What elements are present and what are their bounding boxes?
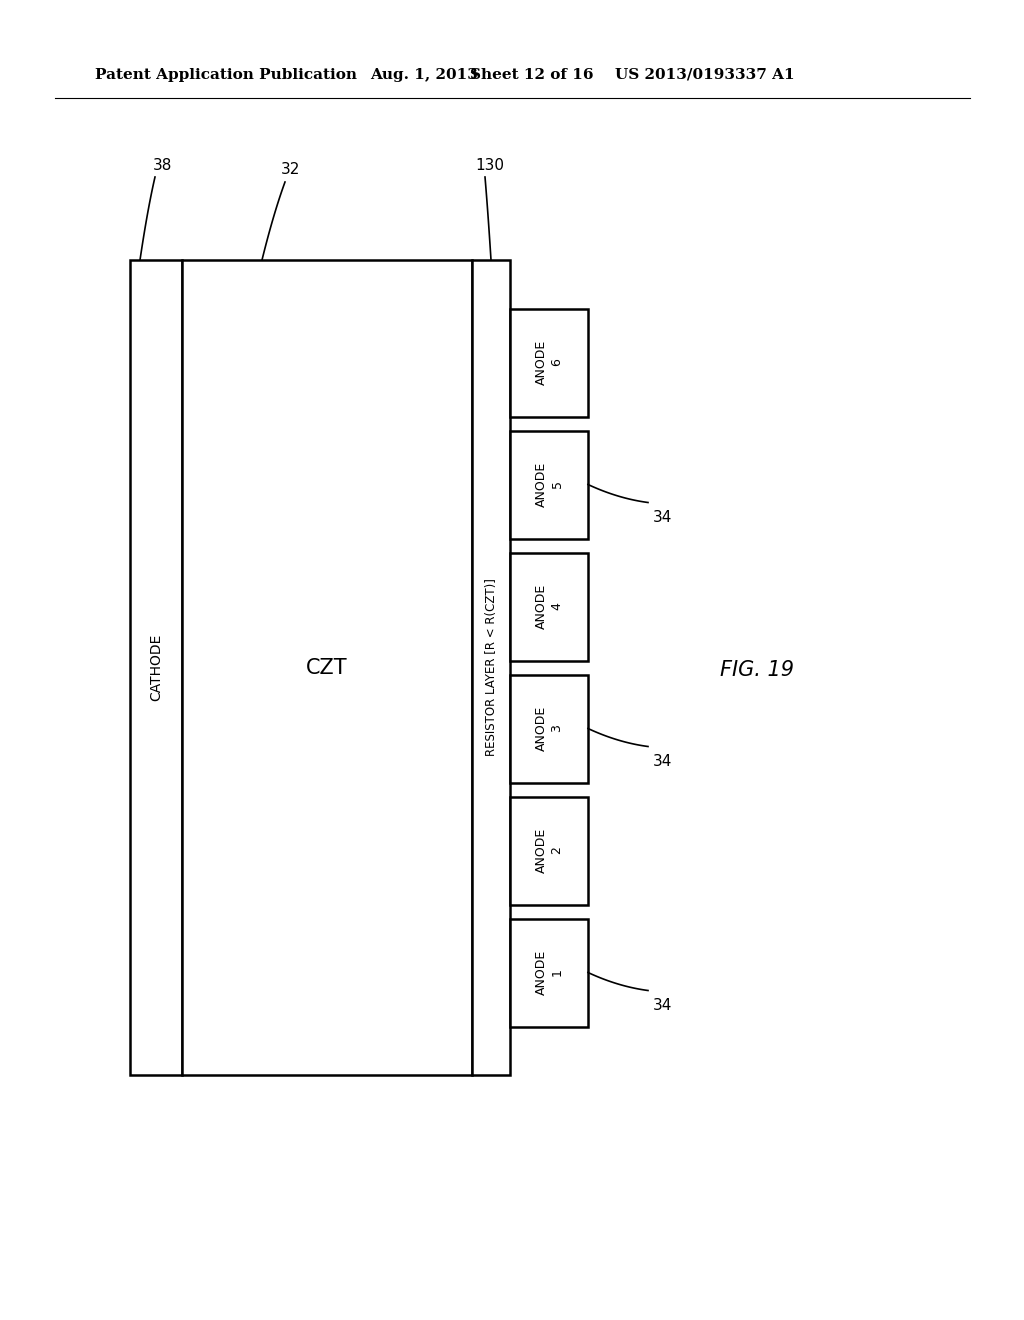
Text: ANODE
3: ANODE 3: [535, 706, 563, 751]
Text: ANODE
2: ANODE 2: [535, 828, 563, 873]
Bar: [182, 260, 472, 1074]
Bar: [510, 309, 588, 417]
Bar: [510, 796, 588, 904]
Text: US 2013/0193337 A1: US 2013/0193337 A1: [615, 69, 795, 82]
Bar: [510, 675, 588, 783]
Text: Sheet 12 of 16: Sheet 12 of 16: [470, 69, 594, 82]
Text: 34: 34: [653, 754, 673, 770]
Bar: [472, 260, 510, 1074]
Text: 130: 130: [475, 157, 505, 173]
Text: ANODE
5: ANODE 5: [535, 462, 563, 507]
Text: 32: 32: [281, 162, 300, 177]
Bar: [510, 430, 588, 539]
Bar: [510, 553, 588, 660]
Text: Patent Application Publication: Patent Application Publication: [95, 69, 357, 82]
Text: ANODE
6: ANODE 6: [535, 339, 563, 385]
Text: ANODE
4: ANODE 4: [535, 583, 563, 630]
Text: CZT: CZT: [306, 657, 348, 677]
Text: FIG. 19: FIG. 19: [720, 660, 794, 680]
Text: 34: 34: [653, 998, 673, 1012]
Bar: [510, 919, 588, 1027]
Text: ANODE
1: ANODE 1: [535, 950, 563, 995]
Text: Aug. 1, 2013: Aug. 1, 2013: [370, 69, 478, 82]
Text: 34: 34: [653, 510, 673, 525]
Text: 38: 38: [154, 157, 173, 173]
Text: RESISTOR LAYER [R < R(CZT)]: RESISTOR LAYER [R < R(CZT)]: [484, 578, 498, 756]
Bar: [130, 260, 182, 1074]
Text: CATHODE: CATHODE: [150, 634, 163, 701]
